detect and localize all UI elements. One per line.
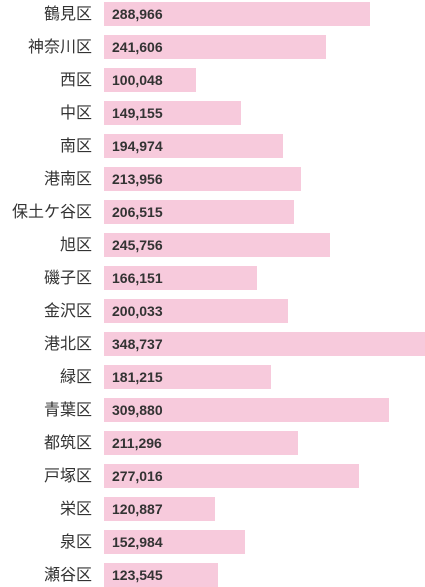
bar <box>104 365 271 389</box>
value-label: 120,887 <box>112 501 163 517</box>
value-label: 213,956 <box>112 171 163 187</box>
bar <box>104 2 370 26</box>
value-label: 309,880 <box>112 402 163 418</box>
category-label: 西区 <box>59 70 92 89</box>
bar <box>104 167 301 191</box>
bar <box>104 530 245 554</box>
bar <box>104 497 215 521</box>
bar <box>104 35 326 59</box>
bar <box>104 332 425 356</box>
bar <box>104 464 359 488</box>
value-label: 194,974 <box>112 138 163 154</box>
value-label: 241,606 <box>112 39 163 55</box>
category-label: 旭区 <box>59 235 92 254</box>
bar <box>104 299 288 323</box>
category-label: 戸塚区 <box>43 466 92 485</box>
bar <box>104 563 218 587</box>
bar <box>104 134 283 158</box>
value-label: 348,737 <box>112 336 163 352</box>
bar <box>104 200 294 224</box>
bar <box>104 398 389 422</box>
category-label: 都筑区 <box>43 433 92 452</box>
category-label: 中区 <box>59 103 92 122</box>
bar <box>104 431 298 455</box>
category-label: 南区 <box>59 136 92 155</box>
value-label: 200,033 <box>112 303 163 319</box>
value-label: 245,756 <box>112 237 163 253</box>
value-label: 211,296 <box>112 435 162 451</box>
bar <box>104 266 257 290</box>
value-label: 100,048 <box>112 72 163 88</box>
category-label: 金沢区 <box>43 301 92 320</box>
value-label: 152,984 <box>112 534 163 550</box>
value-label: 288,966 <box>112 6 163 22</box>
category-label: 栄区 <box>59 499 92 518</box>
value-label: 166,151 <box>112 270 163 286</box>
category-label: 瀬谷区 <box>43 565 92 584</box>
category-label: 鶴見区 <box>43 4 92 23</box>
category-label: 緑区 <box>59 367 92 386</box>
category-label: 磯子区 <box>43 268 92 287</box>
value-label: 149,155 <box>112 105 163 121</box>
value-label: 123,545 <box>112 567 163 583</box>
value-label: 277,016 <box>112 468 163 484</box>
category-label: 青葉区 <box>43 400 92 419</box>
category-label: 泉区 <box>59 532 92 551</box>
bar <box>104 68 196 92</box>
category-label: 港北区 <box>43 334 92 353</box>
bar <box>104 101 241 125</box>
value-label: 206,515 <box>112 204 163 220</box>
category-label: 保土ケ谷区 <box>11 202 92 221</box>
bar <box>104 233 330 257</box>
category-label: 神奈川区 <box>27 37 92 56</box>
value-label: 181,215 <box>112 369 163 385</box>
category-label: 港南区 <box>43 169 92 188</box>
